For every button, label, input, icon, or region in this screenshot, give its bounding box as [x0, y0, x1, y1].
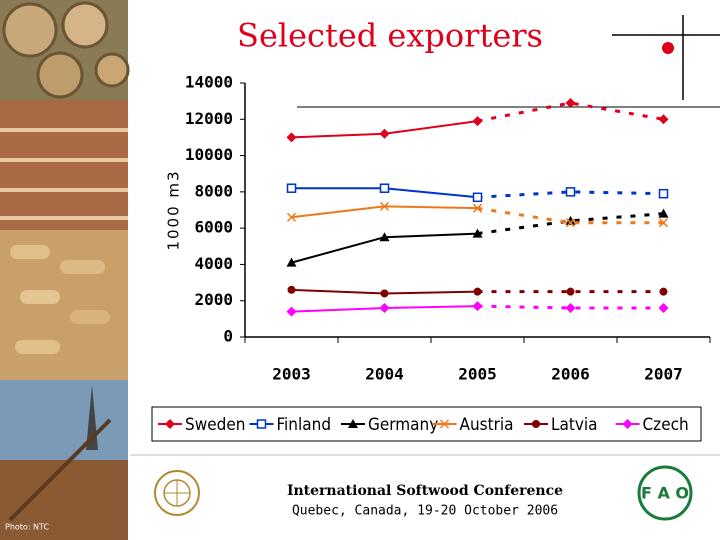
legend-label: Finland	[277, 415, 332, 435]
data-point	[658, 302, 669, 313]
data-point	[472, 203, 483, 213]
y-tick-label: 10000	[185, 145, 233, 164]
data-point	[565, 215, 576, 225]
data-point	[472, 228, 483, 238]
photo-strip: Photo: NTC	[0, 0, 130, 540]
legend-label: Sweden	[185, 415, 245, 435]
photo-credit: Photo: NTC	[5, 523, 49, 532]
x-tick-label: 2003	[272, 365, 311, 384]
data-point	[565, 302, 576, 313]
legend-marker	[348, 419, 358, 428]
decor-dot	[662, 42, 674, 54]
data-point	[565, 187, 576, 197]
data-point	[658, 188, 669, 199]
data-point	[287, 285, 296, 294]
x-tick-label: 2005	[458, 365, 497, 384]
data-point	[379, 232, 390, 242]
legend-label: Czech	[643, 415, 689, 435]
legend-marker	[439, 419, 450, 429]
data-point	[286, 257, 297, 267]
un-logo	[154, 470, 200, 516]
y-tick-label: 12000	[185, 109, 233, 128]
y-tick-label: 8000	[194, 181, 233, 200]
chart-title: Selected exporters	[237, 17, 543, 55]
legend-marker	[165, 419, 175, 429]
data-point	[658, 208, 669, 218]
series-line	[477, 206, 664, 225]
data-point	[565, 97, 576, 108]
series-line	[291, 205, 478, 219]
legend-marker	[256, 419, 267, 429]
x-tick-label: 2006	[551, 365, 590, 384]
data-point	[379, 201, 390, 211]
data-point	[473, 287, 482, 296]
data-point	[658, 218, 669, 228]
y-axis-label: 1000 m3	[165, 169, 183, 250]
data-point	[379, 183, 390, 193]
data-point	[472, 116, 483, 127]
data-point	[565, 218, 576, 228]
series-line	[477, 212, 664, 236]
legend-marker	[532, 420, 540, 428]
data-point	[379, 302, 390, 313]
legend-label: Austria	[460, 415, 514, 435]
data-point	[472, 301, 483, 312]
fao-logo: F A O	[637, 465, 693, 521]
data-point	[379, 128, 390, 139]
series-line	[477, 101, 664, 123]
data-point	[286, 306, 297, 317]
y-tick-label: 2000	[194, 290, 233, 309]
data-point	[286, 183, 297, 193]
data-point	[566, 287, 575, 296]
data-point	[380, 289, 389, 298]
y-tick-label: 14000	[185, 73, 233, 92]
data-point	[658, 114, 669, 125]
x-tick-label: 2007	[644, 365, 683, 384]
y-tick-label: 4000	[194, 254, 233, 273]
data-point	[286, 132, 297, 143]
data-point	[472, 192, 483, 203]
data-point	[659, 287, 668, 296]
legend-marker	[622, 419, 633, 429]
x-tick-label: 2004	[365, 365, 404, 384]
series-line	[477, 190, 664, 199]
legend-label: Latvia	[551, 415, 598, 435]
legend-label: Germany	[368, 415, 438, 435]
svg-text:F A O: F A O	[641, 484, 689, 503]
y-tick-label: 6000	[194, 218, 233, 237]
legend-box	[151, 406, 702, 442]
data-point	[286, 212, 297, 222]
y-tick-label: 0	[223, 327, 233, 346]
conference-name: International Softwood Conference	[287, 483, 563, 499]
conference-place: Quebec, Canada, 19-20 October 2006	[292, 504, 558, 519]
series-line	[477, 304, 664, 310]
